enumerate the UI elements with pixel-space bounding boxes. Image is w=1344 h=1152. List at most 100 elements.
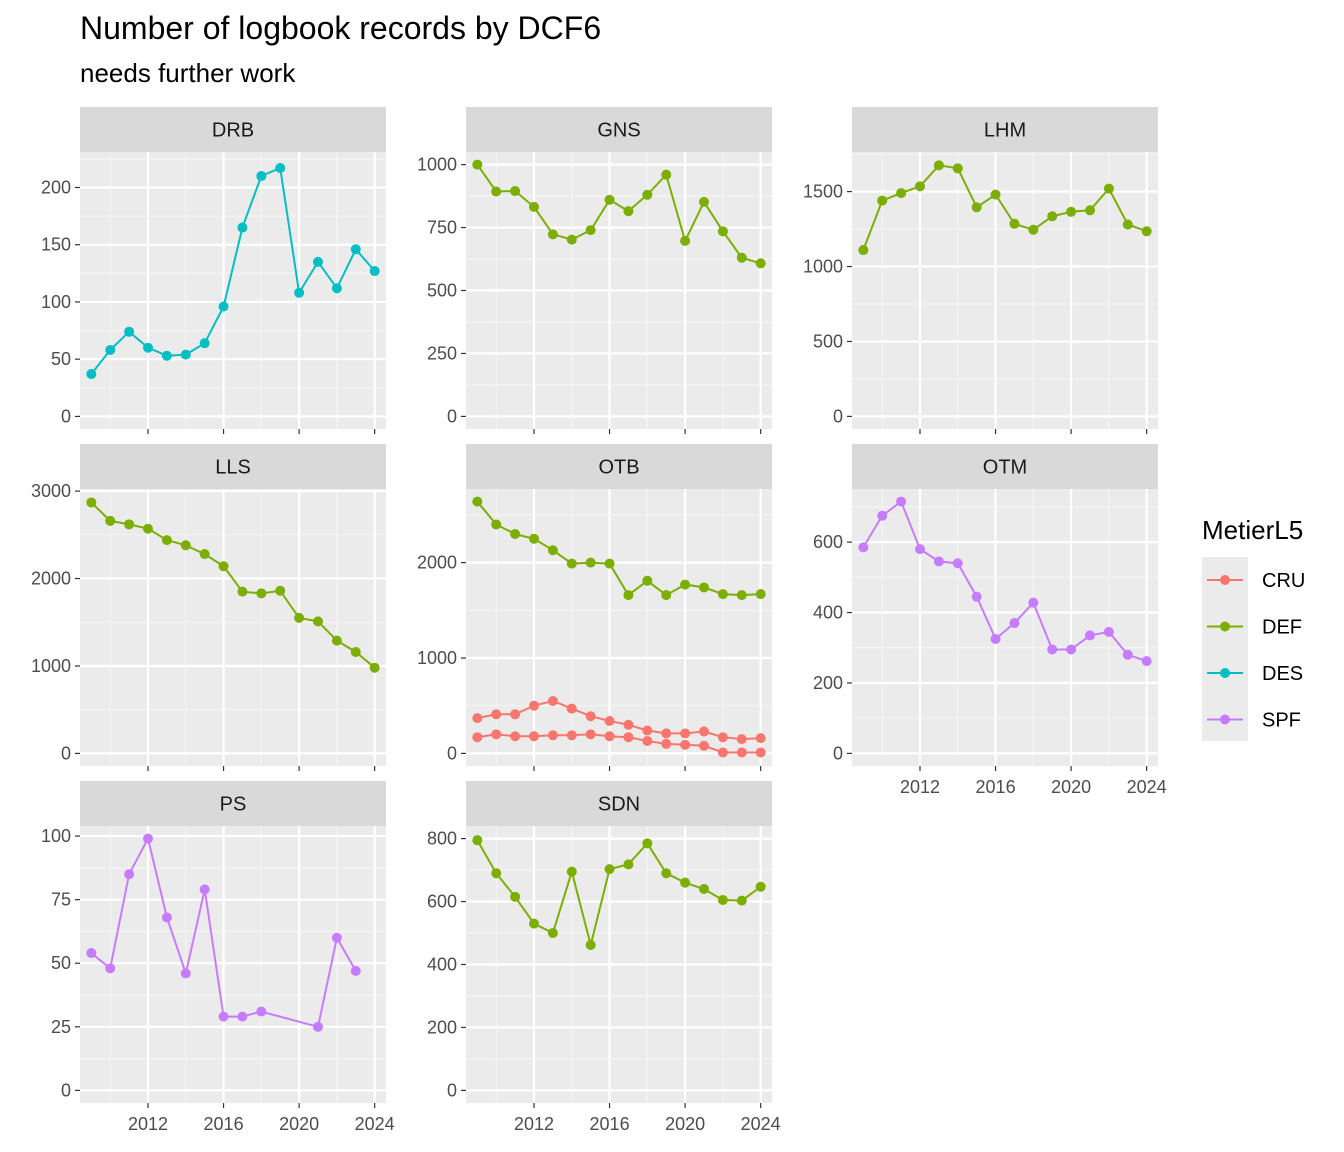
series-cru-point bbox=[491, 709, 502, 720]
y-tick-label: 1000 bbox=[417, 648, 457, 668]
series-des-point bbox=[180, 349, 191, 360]
series-def-line bbox=[476, 500, 761, 597]
series-des-point bbox=[86, 369, 97, 380]
series-des-point bbox=[313, 256, 323, 267]
series-def-point bbox=[566, 234, 577, 245]
y-tick-label: 1000 bbox=[803, 257, 843, 277]
series-def-point bbox=[547, 928, 558, 939]
series-def-point bbox=[510, 891, 521, 902]
series-def-point bbox=[491, 868, 502, 879]
series-def-point bbox=[699, 196, 709, 207]
series-des-point bbox=[161, 350, 172, 361]
series-cru-point bbox=[566, 730, 577, 741]
chart-subtitle: needs further work bbox=[80, 58, 296, 88]
series-cru-point bbox=[642, 736, 653, 747]
panel-otb: OTB 0 1000 2000 bbox=[417, 444, 772, 771]
series-spf-point bbox=[952, 558, 963, 569]
y-tick-label: 50 bbox=[51, 953, 71, 973]
series-def-point bbox=[661, 590, 672, 601]
y-tick-label: 100 bbox=[41, 292, 71, 312]
y-tick-label: 1500 bbox=[803, 182, 843, 202]
series-cru-point bbox=[529, 700, 539, 711]
series-def-point bbox=[736, 252, 747, 263]
legend-key-point-des bbox=[1220, 668, 1230, 678]
series-des-point bbox=[199, 338, 210, 349]
series-def-point bbox=[642, 575, 653, 586]
series-def-point bbox=[529, 918, 539, 929]
series-cru-point bbox=[547, 730, 558, 741]
y-tick-label: 100 bbox=[41, 826, 71, 846]
series-def-point bbox=[623, 590, 634, 601]
series-def-point bbox=[604, 864, 615, 875]
legend-title: MetierL5 bbox=[1202, 515, 1303, 545]
series-def-line bbox=[476, 839, 762, 946]
series-cru-point bbox=[472, 713, 483, 724]
series-def-point bbox=[952, 163, 963, 174]
chart-title: Number of logbook records by DCF6 bbox=[80, 10, 602, 46]
panel-gns: GNS 0 250 500 750 1000 bbox=[417, 107, 772, 434]
series-def-point bbox=[971, 202, 982, 213]
series-cru-point bbox=[623, 732, 634, 743]
panel-background bbox=[852, 489, 1158, 766]
y-tick-label: 3000 bbox=[31, 481, 71, 501]
series-cru-point bbox=[642, 725, 653, 736]
y-tick-label: 0 bbox=[61, 743, 71, 763]
series-def-point bbox=[218, 561, 229, 572]
y-tick-label: 200 bbox=[41, 177, 71, 197]
series-def-point bbox=[510, 186, 521, 197]
series-cru-point bbox=[604, 715, 615, 726]
series-def-point bbox=[623, 206, 634, 217]
series-spf-point bbox=[124, 869, 135, 880]
series-spf-point bbox=[256, 1006, 267, 1017]
series-def-point bbox=[858, 245, 869, 256]
series-def-point bbox=[566, 558, 577, 569]
series-def-point bbox=[642, 189, 653, 200]
series-spf-point bbox=[1122, 649, 1133, 660]
series-def-point bbox=[256, 588, 267, 599]
series-def-point bbox=[915, 181, 925, 192]
strip-sdn bbox=[466, 781, 772, 826]
series-des-point bbox=[143, 342, 153, 353]
legend-key-point-spf bbox=[1220, 714, 1230, 725]
y-tick-label: 2000 bbox=[31, 569, 71, 589]
strip-label-otm: OTM bbox=[983, 457, 1027, 479]
series-def-line bbox=[90, 501, 376, 669]
strip-label-ps: PS bbox=[220, 794, 247, 816]
series-spf-point bbox=[915, 544, 925, 555]
series-cru-line bbox=[477, 733, 761, 754]
series-def-point bbox=[350, 646, 361, 657]
series-def-point bbox=[529, 201, 539, 212]
strip-label-lls: LLS bbox=[215, 457, 251, 479]
series-spf-point bbox=[350, 965, 361, 976]
series-cru-point bbox=[680, 739, 691, 750]
series-spf-point bbox=[877, 510, 888, 521]
legend-key-point-def bbox=[1220, 621, 1230, 632]
series-cru-point bbox=[529, 731, 539, 742]
y-tick-label: 600 bbox=[427, 892, 457, 912]
series-spf-point bbox=[858, 542, 869, 553]
series-def-point bbox=[755, 258, 766, 269]
y-tick-label: 800 bbox=[427, 829, 457, 849]
y-tick-label: 400 bbox=[427, 955, 457, 975]
x-tick-label: 2024 bbox=[1127, 777, 1167, 797]
x-tick-label: 2016 bbox=[976, 777, 1016, 797]
series-cru-point bbox=[699, 726, 709, 737]
series-cru-point bbox=[491, 729, 502, 740]
series-def-point bbox=[180, 540, 191, 551]
series-def-point bbox=[472, 159, 483, 170]
series-des-line bbox=[90, 166, 376, 375]
series-def-point bbox=[585, 939, 596, 950]
legend-label-def: DEF bbox=[1262, 617, 1302, 639]
y-tick-label: 0 bbox=[447, 1080, 457, 1100]
series-des-point bbox=[350, 244, 361, 255]
panel-drb: DRB 0 50 100 150 200 bbox=[41, 107, 386, 434]
series-cru-point bbox=[547, 695, 558, 706]
series-spf-point bbox=[1141, 656, 1152, 667]
strip-label-sdn: SDN bbox=[598, 794, 640, 816]
x-tick-label: 2016 bbox=[204, 1114, 244, 1134]
series-spf-point bbox=[1047, 644, 1058, 655]
series-def-point bbox=[1028, 224, 1039, 235]
series-def-point bbox=[547, 229, 558, 240]
series-def-point bbox=[1122, 219, 1133, 230]
y-tick-label: 0 bbox=[833, 406, 843, 426]
